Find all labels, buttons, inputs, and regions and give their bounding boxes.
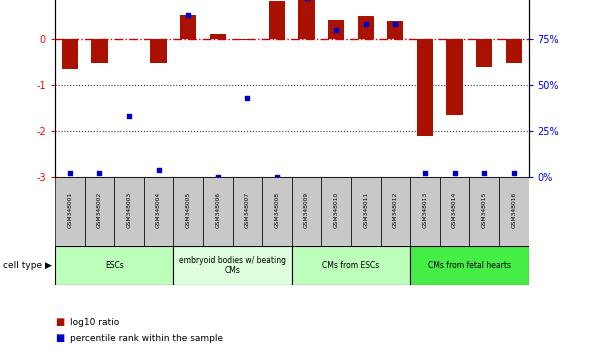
Point — [124, 113, 134, 119]
Text: GSM348004: GSM348004 — [156, 192, 161, 228]
Bar — [328, 19, 344, 39]
Bar — [505, 39, 522, 63]
Bar — [410, 177, 440, 246]
Bar — [55, 177, 84, 246]
Point — [331, 27, 341, 33]
Bar — [357, 16, 374, 39]
Point — [450, 171, 459, 176]
Text: percentile rank within the sample: percentile rank within the sample — [70, 333, 224, 343]
Bar — [233, 177, 262, 246]
Text: embryoid bodies w/ beating
CMs: embryoid bodies w/ beating CMs — [179, 256, 286, 275]
Bar — [469, 177, 499, 246]
Text: ESCs: ESCs — [105, 261, 123, 270]
Bar — [203, 177, 233, 246]
Text: GSM348003: GSM348003 — [126, 192, 131, 228]
Bar — [62, 39, 78, 69]
Text: GSM348012: GSM348012 — [393, 192, 398, 228]
Text: GSM348006: GSM348006 — [215, 192, 220, 228]
Text: GSM348007: GSM348007 — [245, 192, 250, 228]
Bar — [417, 39, 433, 136]
Text: GSM348005: GSM348005 — [186, 192, 191, 228]
Point — [183, 12, 193, 18]
Bar — [387, 21, 403, 39]
Point — [65, 171, 75, 176]
Bar — [351, 177, 381, 246]
Text: ■: ■ — [55, 317, 64, 327]
Point — [509, 171, 519, 176]
Text: ■: ■ — [55, 333, 64, 343]
Text: GSM348008: GSM348008 — [274, 192, 279, 228]
Bar — [150, 39, 167, 63]
Text: CMs from fetal hearts: CMs from fetal hearts — [428, 261, 511, 270]
Bar — [114, 177, 144, 246]
Text: GSM348009: GSM348009 — [304, 192, 309, 228]
Bar — [298, 0, 315, 39]
Bar — [55, 246, 174, 285]
Point — [390, 21, 400, 27]
Bar — [292, 246, 410, 285]
Point — [272, 174, 282, 180]
Bar — [174, 177, 203, 246]
Bar — [499, 177, 529, 246]
Text: GSM348016: GSM348016 — [511, 192, 516, 228]
Text: GSM348014: GSM348014 — [452, 192, 457, 228]
Bar — [440, 177, 469, 246]
Bar — [292, 177, 321, 246]
Bar — [321, 177, 351, 246]
Point — [302, 0, 312, 1]
Text: GSM348010: GSM348010 — [334, 192, 338, 228]
Bar — [262, 177, 291, 246]
Bar — [84, 177, 114, 246]
Bar — [410, 246, 529, 285]
Point — [361, 21, 371, 27]
Point — [243, 95, 252, 101]
Text: CMs from ESCs: CMs from ESCs — [323, 261, 379, 270]
Text: GSM348002: GSM348002 — [97, 192, 102, 228]
Text: log10 ratio: log10 ratio — [70, 318, 120, 327]
Point — [154, 167, 164, 172]
Text: GSM348013: GSM348013 — [422, 192, 428, 228]
Bar — [381, 177, 410, 246]
Text: GSM348015: GSM348015 — [481, 192, 486, 228]
Bar — [476, 39, 492, 67]
Text: cell type ▶: cell type ▶ — [3, 261, 52, 270]
Point — [213, 174, 222, 180]
Bar — [447, 39, 463, 115]
Bar — [210, 34, 226, 39]
Bar — [269, 1, 285, 39]
Point — [95, 171, 104, 176]
Bar — [240, 39, 255, 40]
Bar — [180, 15, 196, 39]
Point — [420, 171, 430, 176]
Bar — [91, 39, 108, 63]
Text: GSM348011: GSM348011 — [364, 192, 368, 228]
Bar — [144, 177, 174, 246]
Point — [479, 171, 489, 176]
Bar — [174, 246, 291, 285]
Text: GSM348001: GSM348001 — [67, 192, 72, 228]
